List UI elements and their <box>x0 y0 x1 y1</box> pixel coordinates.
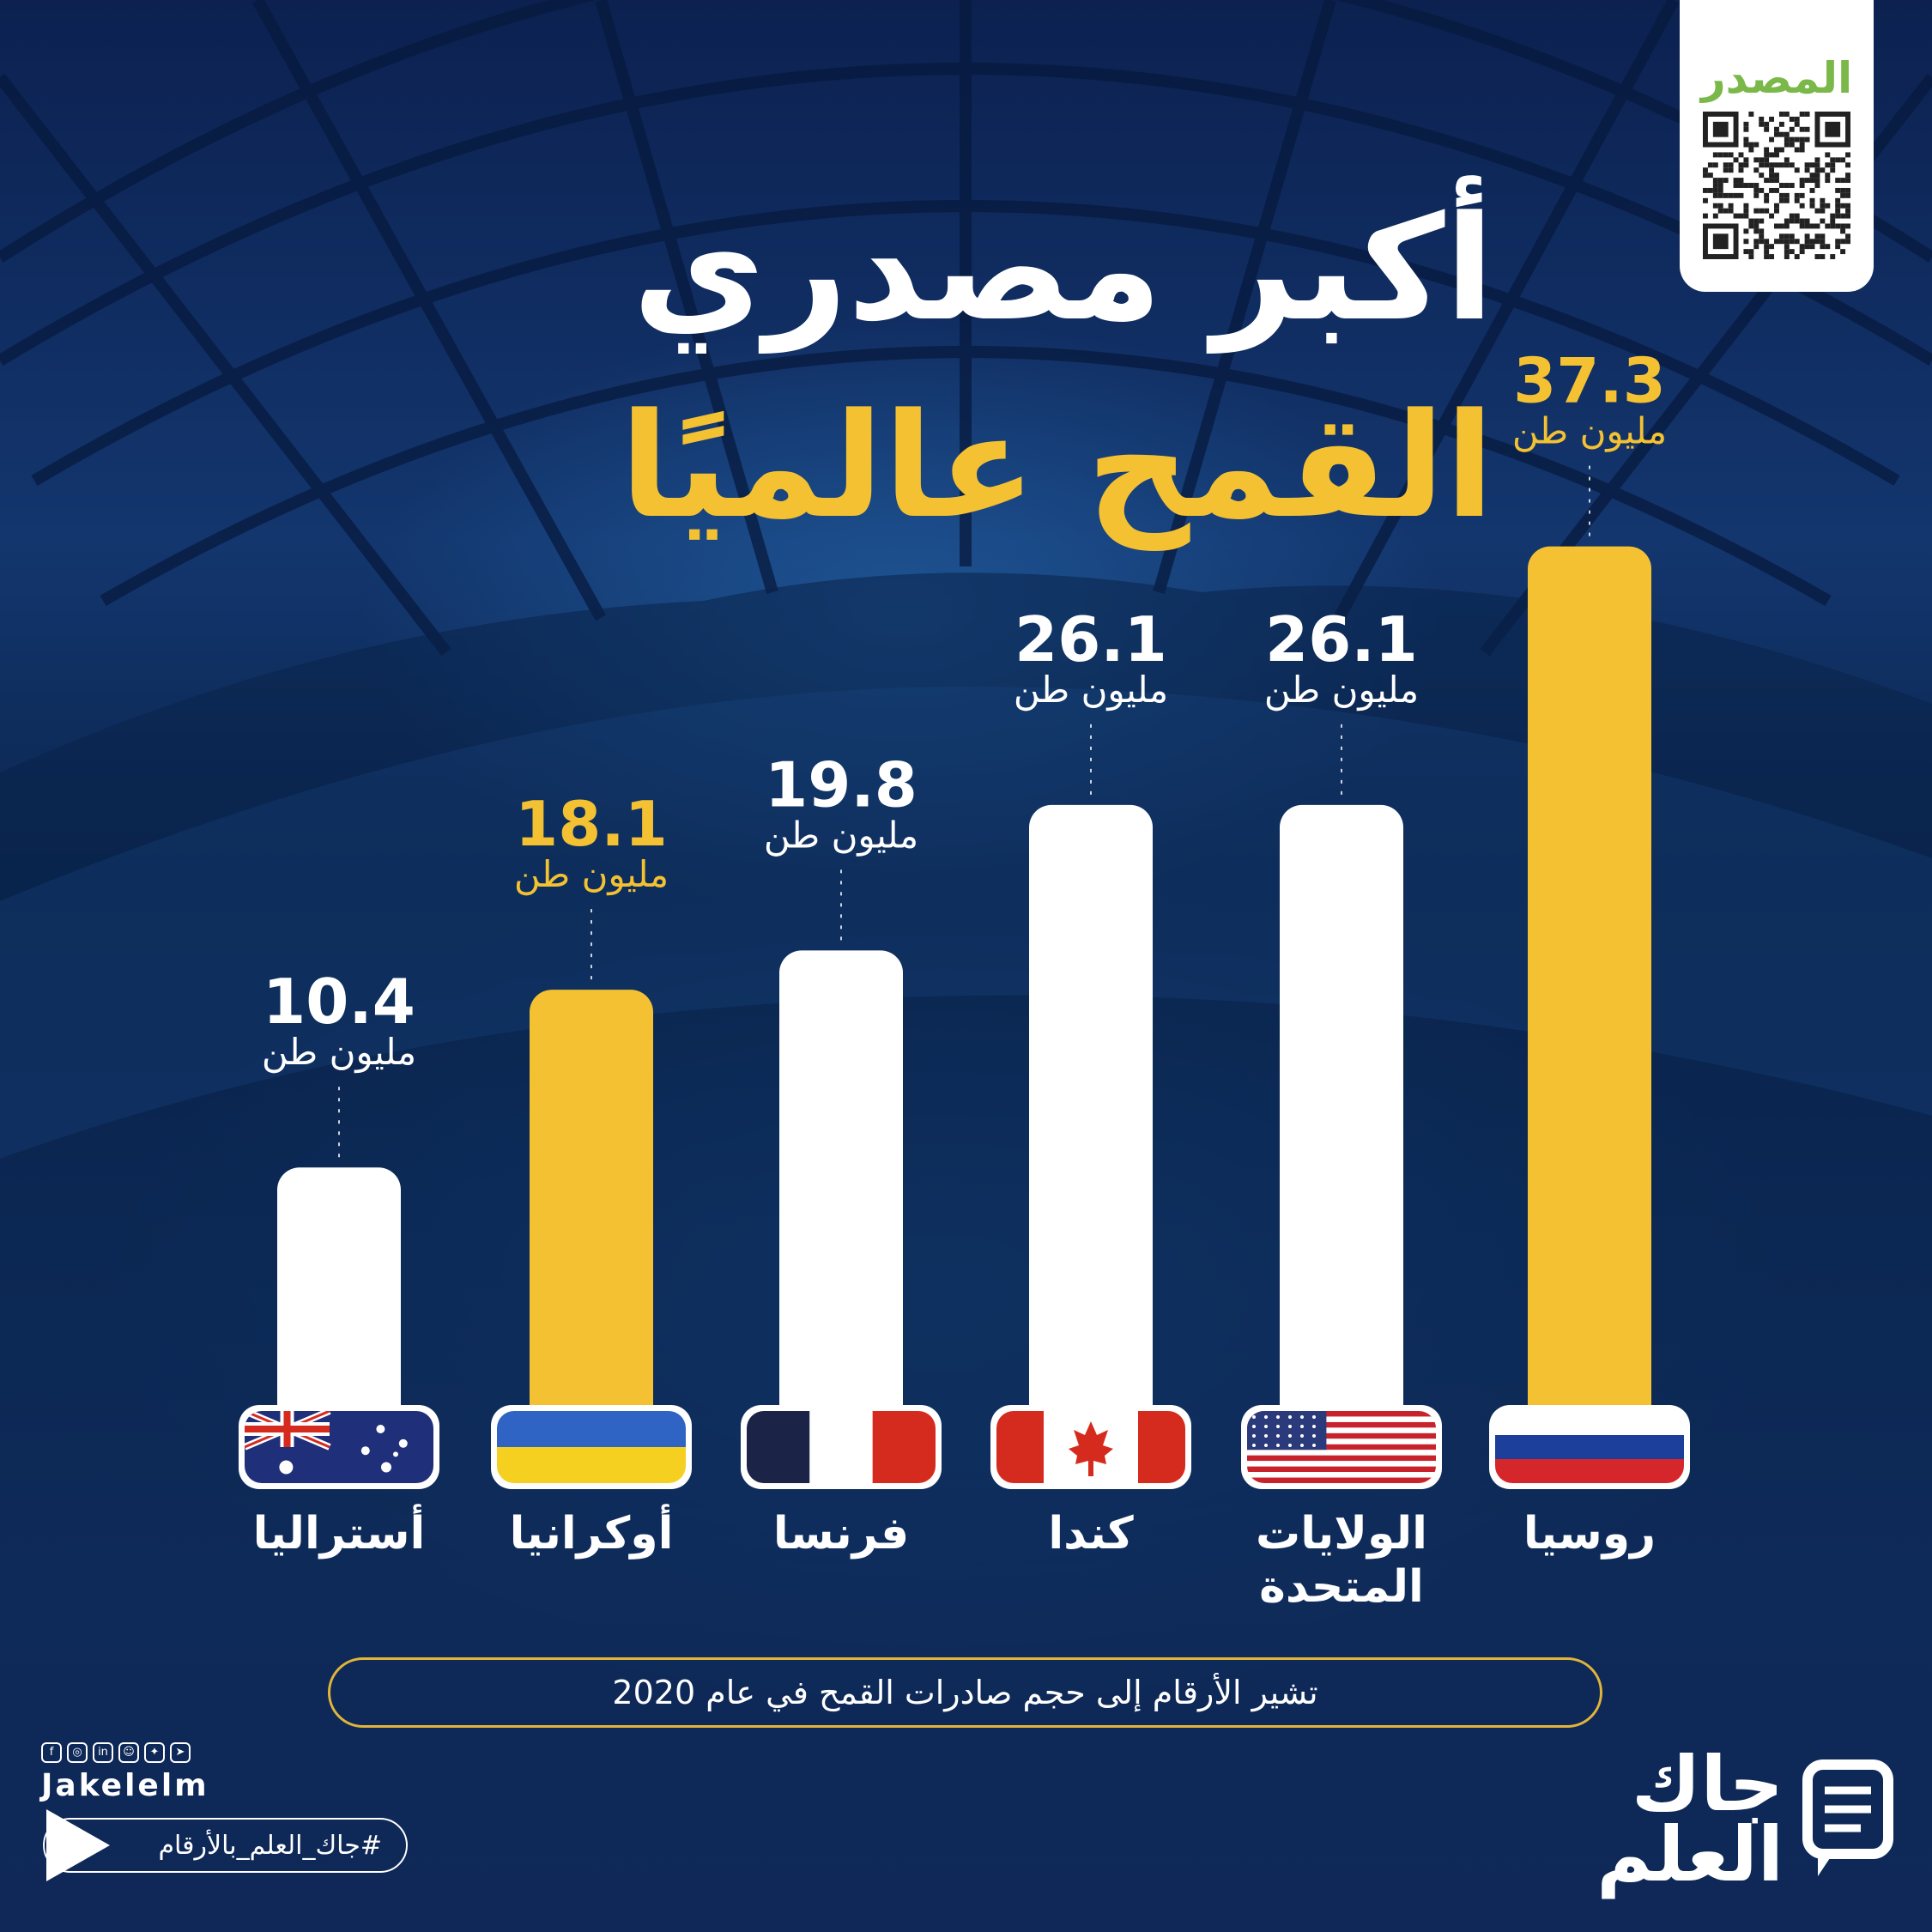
title-line-2: القمح عالميًا <box>620 382 1494 550</box>
brand-logo-text: جاك العلم <box>1596 1740 1784 1899</box>
country-label: كندا <box>1048 1508 1134 1560</box>
bar-russia <box>1528 546 1651 1428</box>
bar-usa <box>1280 804 1403 1428</box>
bar-ukraine <box>530 990 653 1428</box>
linkedin-icon[interactable]: in <box>93 1742 113 1763</box>
hashtag-pill[interactable]: #جاك_العلم_بالأرقام <box>43 1818 408 1873</box>
value-unit-label: مليون طن <box>262 1031 416 1073</box>
twitter-icon[interactable]: ✦ <box>144 1742 165 1763</box>
note-box: تشير الأرقام إلى حجم صادرات القمح في عام… <box>328 1657 1602 1728</box>
usa-flag-icon <box>1241 1405 1442 1489</box>
note-text: تشير الأرقام إلى حجم صادرات القمح في عام… <box>612 1674 1318 1711</box>
bar-france <box>779 950 903 1428</box>
value-unit-label: مليون طن <box>1264 669 1419 711</box>
country-label: أستراليا <box>253 1504 426 1560</box>
play-icon[interactable] <box>39 1802 117 1888</box>
country-label: الولايات <box>1256 1508 1427 1560</box>
value-label: 18.1 <box>515 788 668 860</box>
social-handle[interactable]: Jakelelm <box>41 1768 209 1803</box>
value-label: 19.8 <box>765 748 918 821</box>
value-unit-label: مليون طن <box>514 853 669 895</box>
canada-flag-icon <box>990 1405 1191 1489</box>
country-label: المتحدة <box>1259 1561 1424 1613</box>
title-line-1: أكبر مصدري <box>632 185 1494 353</box>
value-label: 10.4 <box>263 966 415 1038</box>
source-label: المصدر <box>1700 53 1853 103</box>
value-label: 26.1 <box>1014 603 1167 675</box>
russia-flag-icon <box>1489 1405 1690 1489</box>
brand-line-2: العلم <box>1596 1810 1784 1899</box>
france-flag-icon <box>741 1405 942 1489</box>
telegram-icon[interactable]: ➤ <box>170 1742 191 1763</box>
value-unit-label: مليون طن <box>764 814 918 856</box>
country-label: روسيا <box>1523 1508 1656 1560</box>
social-icons: f ◎ in ☺ ✦ ➤ <box>41 1742 191 1763</box>
value-unit-label: مليون طن <box>1014 669 1168 711</box>
value-label: 37.3 <box>1513 345 1666 417</box>
snapchat-icon[interactable]: ☺ <box>118 1742 139 1763</box>
ukraine-flag-icon <box>491 1405 692 1489</box>
country-label: أوكرانيا <box>510 1504 674 1560</box>
country-label: فرنسا <box>773 1508 909 1560</box>
chat-document-icon <box>1802 1759 1893 1876</box>
qr-code-icon[interactable] <box>1703 112 1850 259</box>
value-unit-label: مليون طن <box>1512 410 1667 452</box>
source-card[interactable]: المصدر <box>1680 0 1874 292</box>
australia-flag-icon <box>239 1405 439 1489</box>
hashtag-text: #جاك_العلم_بالأرقام <box>158 1830 382 1861</box>
brand-line-1: جاك <box>1631 1740 1784 1828</box>
value-label: 26.1 <box>1265 603 1418 675</box>
facebook-icon[interactable]: f <box>41 1742 62 1763</box>
bar-australia <box>277 1167 401 1428</box>
instagram-icon[interactable]: ◎ <box>67 1742 88 1763</box>
bar-canada <box>1029 804 1153 1428</box>
